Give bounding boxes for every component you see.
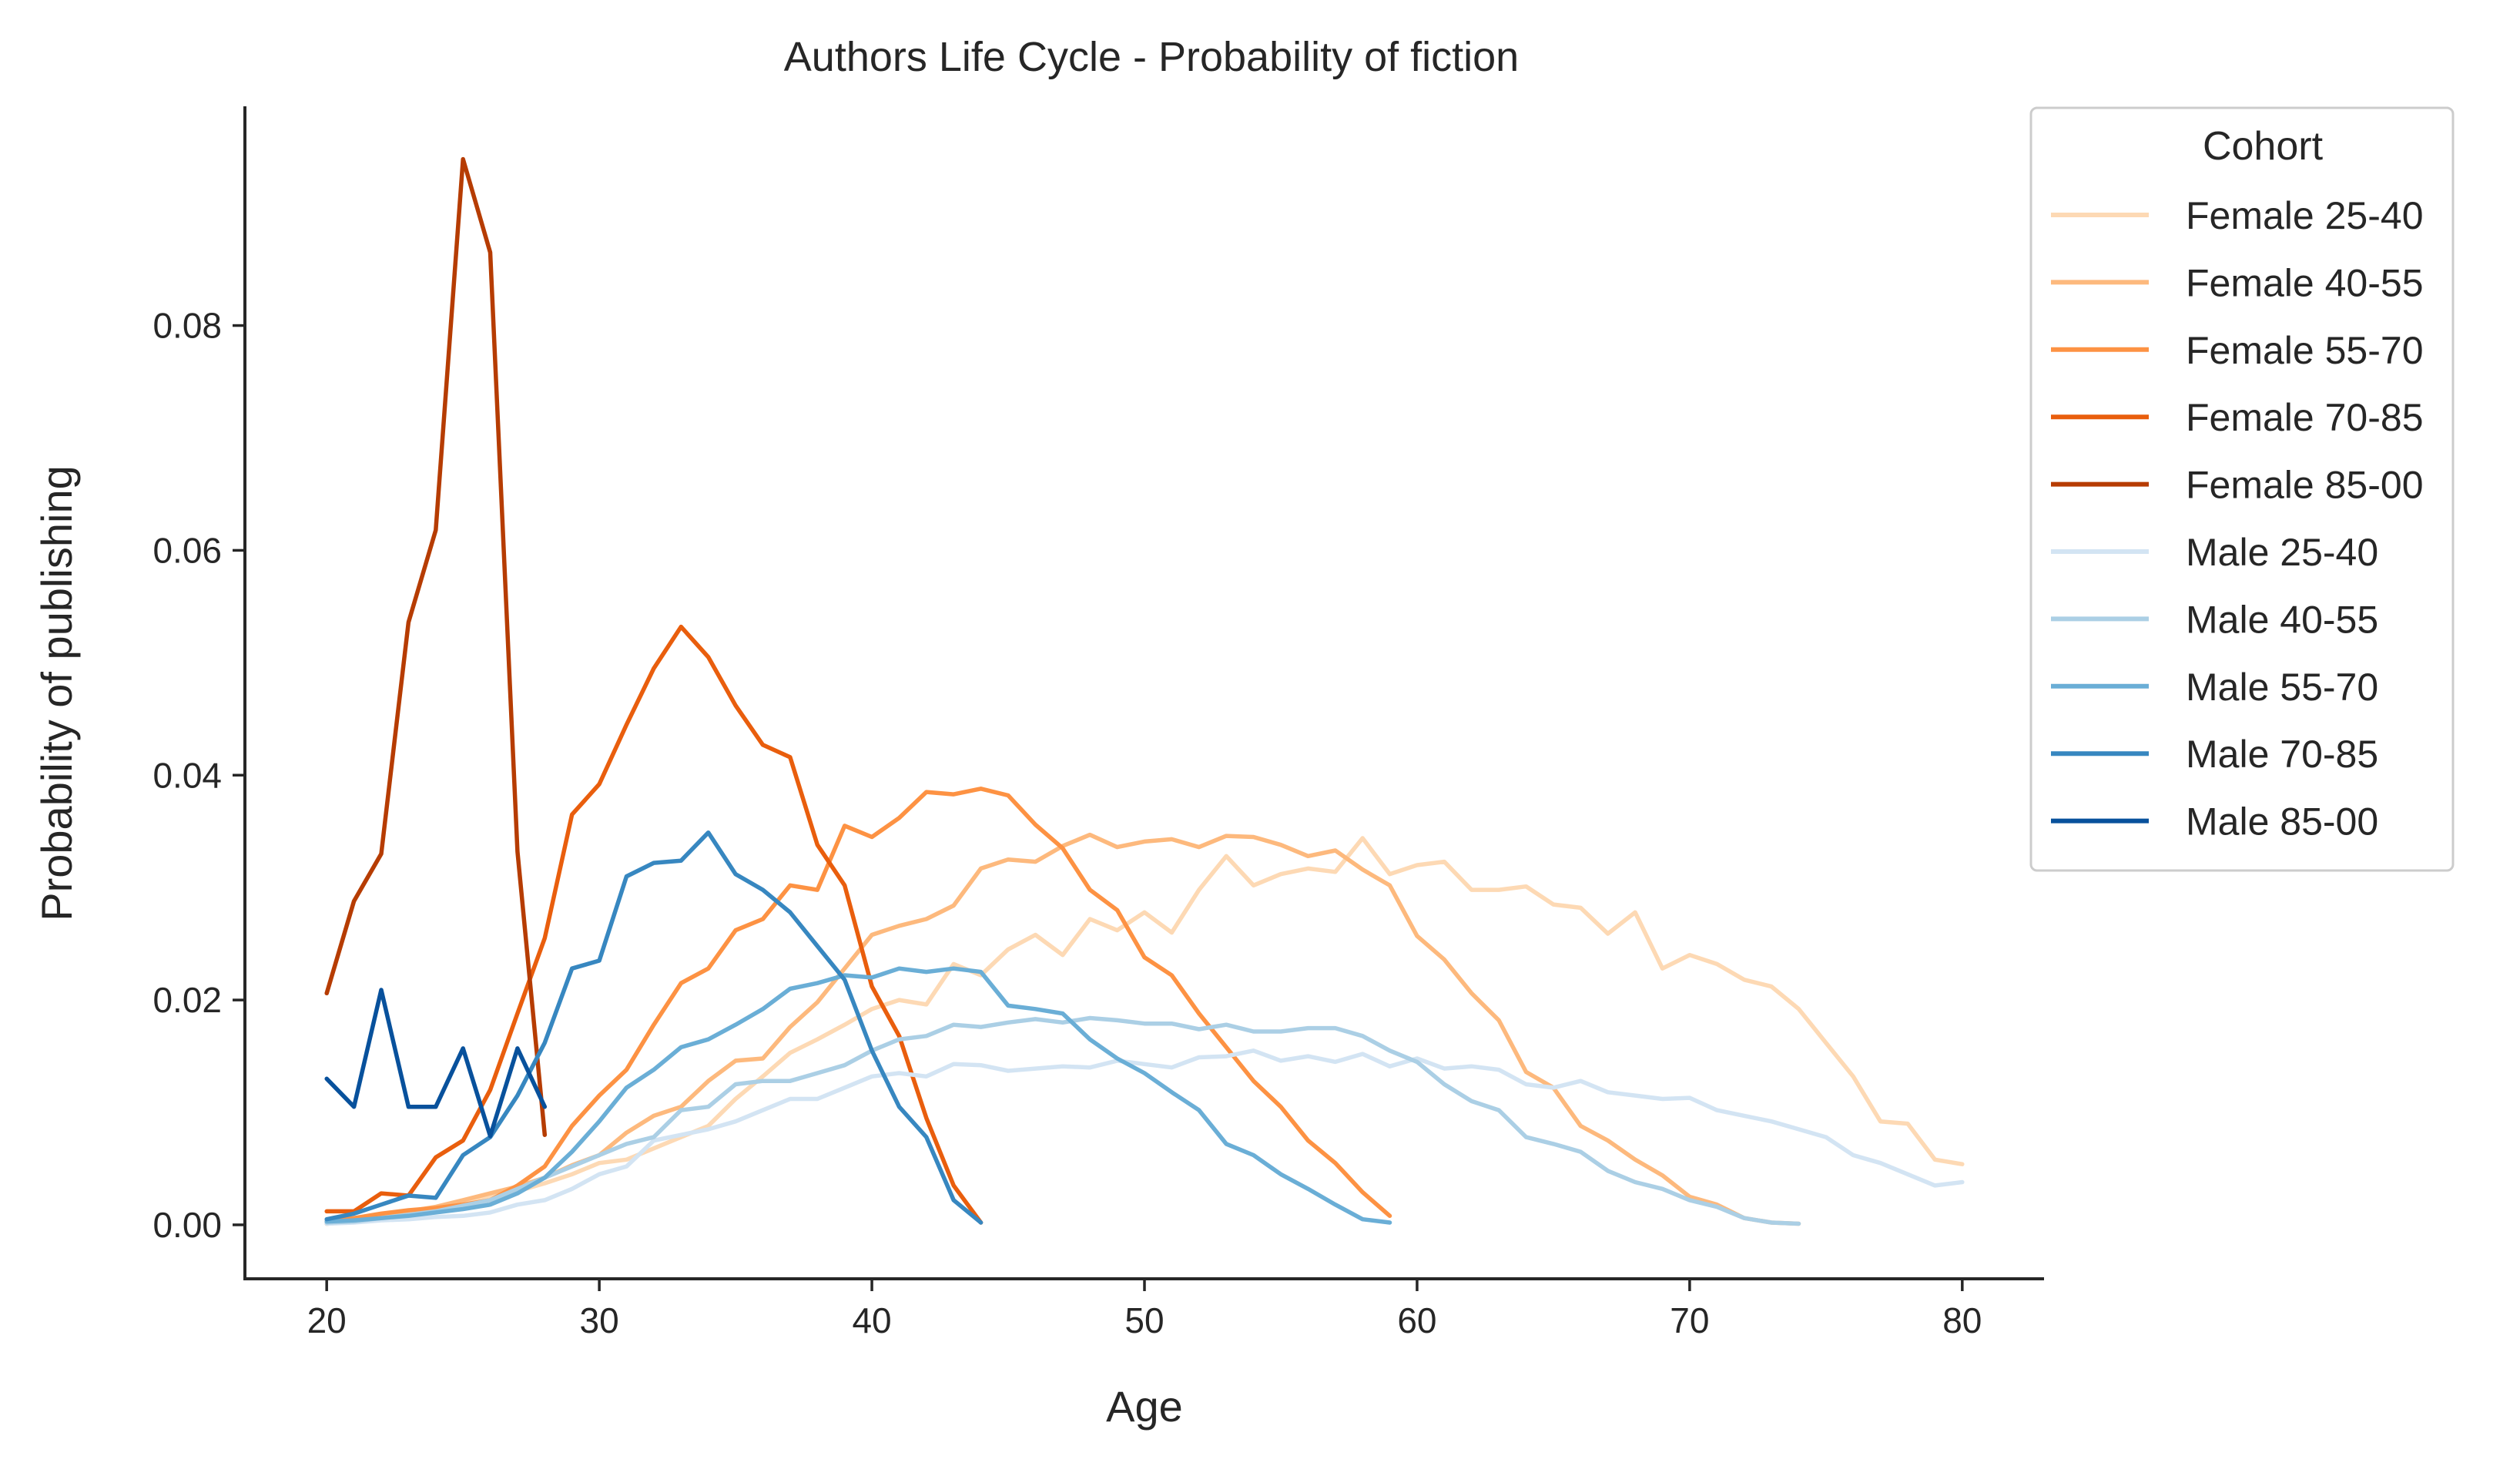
x-tick-label: 50: [1124, 1300, 1164, 1340]
x-tick-label: 30: [580, 1300, 619, 1340]
legend-label-female-85-00: Female 85-00: [2186, 464, 2424, 507]
legend-label-female-40-55: Female 40-55: [2186, 261, 2424, 304]
series-line-male-70-85: [324, 830, 984, 1225]
series-line-male-55-70: [324, 966, 1392, 1225]
y-tick-label: 0.02: [152, 980, 222, 1020]
y-tick-label: 0.06: [152, 530, 222, 570]
legend-title: Cohort: [2203, 124, 2324, 169]
x-ticks: 20 30 40 50 60 70 80: [307, 1279, 1982, 1340]
legend-label-male-25-40: Male 25-40: [2186, 531, 2378, 574]
x-tick-label: 40: [852, 1300, 891, 1340]
legend-frame: [2029, 106, 2455, 872]
x-axis-label: Age: [1106, 1382, 1183, 1431]
legend-label-male-55-70: Male 55-70: [2186, 666, 2378, 709]
x-tick-label: 70: [1670, 1300, 1709, 1340]
series-line-female-55-70: [324, 787, 1392, 1224]
legend-label-male-40-55: Male 40-55: [2186, 598, 2378, 641]
y-axis-label: Probability of publishing: [32, 465, 81, 921]
series-line-female-85-00: [324, 156, 548, 1137]
chart-title: Authors Life Cycle - Probability of fict…: [784, 34, 1519, 80]
series-line-male-40-55: [324, 1015, 1801, 1226]
legend-label-male-85-00: Male 85-00: [2186, 800, 2378, 844]
y-tick-label: 0.08: [152, 306, 222, 346]
plot-lines: [324, 156, 1965, 1226]
legend-label-male-70-85: Male 70-85: [2186, 733, 2378, 776]
legend-items: Female 25-40 Female 40-55 Female 55-70 Fema…: [2051, 194, 2424, 844]
y-tick-label: 0.04: [152, 755, 222, 795]
y-ticks: 0.00 0.02 0.04 0.06 0.08: [152, 306, 245, 1245]
x-tick-label: 80: [1942, 1300, 1982, 1340]
x-tick-label: 60: [1397, 1300, 1436, 1340]
series-line-male-85-00: [324, 988, 548, 1139]
series-line-female-70-85: [324, 624, 984, 1225]
legend-label-female-55-70: Female 55-70: [2186, 329, 2424, 372]
legend-label-female-25-40: Female 25-40: [2186, 194, 2424, 237]
y-tick-label: 0.00: [152, 1205, 222, 1245]
x-tick-label: 20: [307, 1300, 347, 1340]
legend: Cohort Female 25-40 Female 40-55 Female 55…: [2029, 106, 2455, 872]
series-line-female-25-40: [324, 836, 1965, 1226]
legend-label-female-70-85: Female 70-85: [2186, 396, 2424, 439]
series-line-male-25-40: [324, 1048, 1965, 1226]
